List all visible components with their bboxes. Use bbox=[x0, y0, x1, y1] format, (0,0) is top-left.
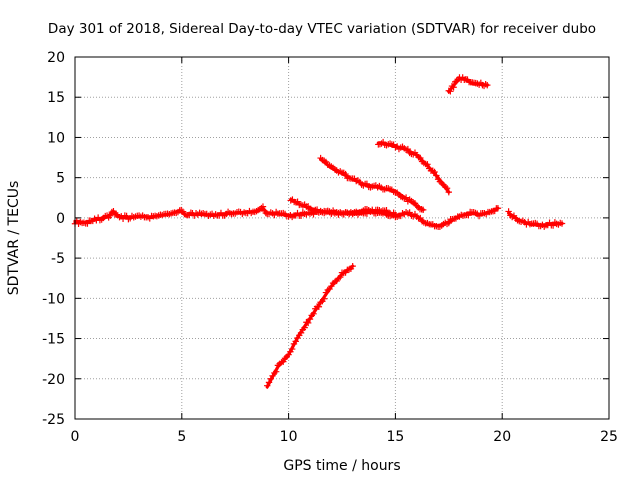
y-tick-label: -10 bbox=[42, 291, 65, 307]
y-tick-label: -25 bbox=[42, 412, 65, 428]
data-point bbox=[505, 208, 512, 215]
data-point bbox=[259, 203, 267, 210]
x-tick-label: 20 bbox=[493, 429, 511, 445]
data-point bbox=[265, 379, 273, 386]
y-tick-label: 5 bbox=[56, 171, 65, 187]
data-point bbox=[417, 154, 424, 162]
data-point bbox=[406, 209, 413, 216]
plot-frame bbox=[74, 56, 610, 420]
x-tick-label: 25 bbox=[600, 429, 618, 445]
data-point bbox=[301, 324, 308, 331]
data-point bbox=[264, 382, 271, 389]
y-tick-label: -15 bbox=[42, 332, 65, 348]
chart-title: Day 301 of 2018, Sidereal Day-to-day VTE… bbox=[48, 21, 596, 37]
data-point bbox=[419, 206, 427, 214]
y-tick-label: 10 bbox=[47, 130, 65, 146]
x-tick-label: 5 bbox=[177, 429, 186, 445]
data-point bbox=[558, 220, 566, 227]
data-point bbox=[431, 168, 438, 176]
data-point bbox=[297, 329, 305, 337]
series-tail bbox=[505, 208, 566, 230]
series-trace bbox=[376, 141, 451, 194]
y-tick-label: 15 bbox=[47, 90, 65, 106]
series-baseline bbox=[71, 203, 502, 230]
data-point bbox=[443, 185, 451, 192]
data-point bbox=[306, 315, 314, 323]
data-point bbox=[107, 212, 114, 219]
data-point bbox=[315, 303, 323, 310]
data-point bbox=[465, 212, 472, 219]
data-point bbox=[349, 262, 356, 270]
x-tick-label: 0 bbox=[71, 429, 80, 445]
data-point bbox=[402, 194, 410, 201]
grid-lines bbox=[75, 57, 609, 419]
data-point bbox=[280, 358, 287, 365]
data-point bbox=[304, 319, 312, 327]
data-point bbox=[337, 273, 344, 281]
data-point bbox=[404, 145, 412, 153]
data-point bbox=[549, 222, 557, 229]
y-tick-label: -5 bbox=[51, 251, 65, 267]
data-point bbox=[321, 295, 328, 302]
series-track-A bbox=[287, 196, 399, 219]
data-point bbox=[297, 212, 305, 219]
data-point bbox=[392, 211, 399, 218]
x-tick-label: 10 bbox=[280, 429, 298, 445]
data-point bbox=[110, 207, 117, 215]
y-tick-label: 0 bbox=[56, 211, 65, 227]
data-point bbox=[433, 172, 440, 179]
tick-labels: 0 5 10 15 20 25 -25 -20 -15 -10 -5 0 5 10 15 20 bbox=[42, 50, 618, 445]
x-tick-label: 15 bbox=[386, 429, 404, 445]
data-point bbox=[113, 211, 120, 218]
data-point bbox=[342, 170, 349, 178]
data-point bbox=[292, 338, 299, 345]
data-point bbox=[288, 345, 296, 353]
axis-ticks bbox=[74, 56, 610, 420]
data-point bbox=[272, 368, 280, 375]
data-point bbox=[447, 88, 454, 95]
data-point bbox=[383, 206, 390, 214]
data-point bbox=[424, 161, 431, 168]
data-point bbox=[445, 188, 452, 196]
y-tick-label: -20 bbox=[42, 372, 65, 388]
data-point bbox=[310, 310, 317, 317]
series-high-track bbox=[445, 74, 491, 95]
y-tick-label: 20 bbox=[47, 50, 65, 66]
data-markers bbox=[71, 74, 566, 389]
series-track-C bbox=[375, 138, 452, 196]
series-low-track bbox=[264, 262, 356, 389]
series-trace bbox=[265, 264, 355, 389]
y-axis-label: SDTVAR / TECUs bbox=[6, 181, 22, 296]
x-axis-label: GPS time / hours bbox=[283, 458, 400, 474]
data-point bbox=[445, 219, 452, 227]
data-point bbox=[450, 84, 457, 91]
series-track-B bbox=[317, 154, 427, 214]
data-point bbox=[484, 81, 491, 89]
data-point bbox=[417, 214, 424, 222]
data-point bbox=[294, 198, 301, 205]
data-point bbox=[494, 205, 502, 212]
